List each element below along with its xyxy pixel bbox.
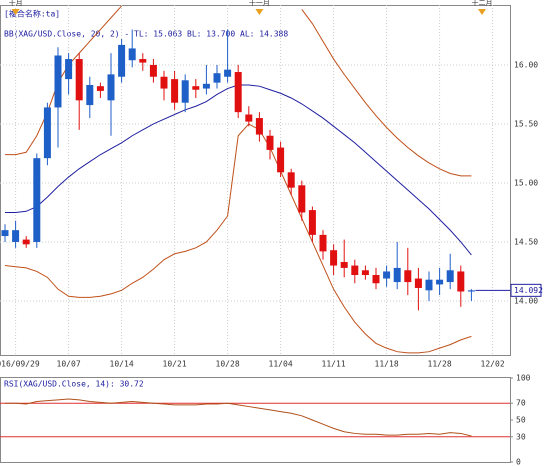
y-tick-label: 14.50 — [514, 237, 538, 246]
x-tick-label: 11/18 — [375, 360, 399, 369]
candle-body — [33, 158, 41, 242]
last-price-label: 14.092 — [514, 286, 543, 295]
candle-body — [1, 230, 9, 237]
x-tick-label: 12/02 — [481, 360, 505, 369]
candle-body — [54, 55, 62, 108]
y-tick-label: 14.00 — [514, 296, 538, 305]
x-tick-label: 11/11 — [322, 360, 346, 369]
y-tick-label: 15.00 — [514, 178, 538, 187]
x-tick-label: 10/07 — [57, 360, 81, 369]
candle-body — [118, 44, 126, 77]
month-label: 十一月 — [249, 0, 270, 7]
title: [複合名称:ta] — [4, 9, 60, 19]
candle-body — [96, 86, 104, 91]
y-tick-label: 15.50 — [514, 119, 538, 128]
candle-body — [446, 270, 454, 283]
candle-body — [383, 271, 391, 279]
candle-body — [414, 278, 422, 288]
candle-body — [171, 79, 179, 103]
candle-body — [372, 274, 380, 284]
x-tick-label: 10/14 — [110, 360, 134, 369]
candle-body — [404, 270, 412, 283]
month-marker — [11, 9, 20, 15]
candle-body — [234, 72, 242, 113]
candle-body — [277, 147, 285, 173]
candle-body — [351, 265, 359, 275]
candle-body — [436, 279, 444, 285]
candle-body — [149, 64, 157, 77]
month-label: 十二月 — [472, 0, 493, 7]
candle-body — [266, 135, 274, 150]
x-tick-label: 10/21 — [163, 360, 187, 369]
candle-body — [22, 239, 30, 245]
candle-body — [128, 48, 136, 61]
x-tick-label: 11/28 — [428, 360, 452, 369]
month-marker — [255, 9, 264, 15]
candle-body — [319, 234, 327, 252]
month-marker — [478, 9, 486, 15]
candle-body — [12, 230, 20, 242]
y-tick-label: 16.00 — [514, 60, 538, 69]
line — [5, 5, 122, 156]
candle-body — [160, 76, 168, 89]
y-tick-label: 70 — [516, 399, 526, 408]
bb-label: BB(XAG/USD.Close, 20, 2) - TL: 15.063 BL… — [4, 30, 288, 39]
y-tick-label: 50 — [516, 416, 526, 425]
candle-body — [425, 279, 433, 291]
candle-body — [192, 86, 200, 90]
candle-body — [298, 185, 306, 213]
x-tick-label: 2016/09/29 — [0, 360, 40, 369]
candle-body — [308, 210, 316, 235]
rsi-label: RSI(XAG/USD.Close, 14): 30.72 — [4, 380, 144, 389]
candle-body — [224, 69, 232, 77]
x-tick-label: 10/28 — [216, 360, 240, 369]
candle-body — [340, 262, 348, 268]
candle-body — [139, 59, 147, 63]
candle-body — [107, 74, 115, 101]
candle-body — [457, 271, 465, 292]
candle-body — [255, 118, 263, 135]
candle-body — [65, 59, 73, 80]
candle-body — [330, 250, 338, 266]
candle-body — [43, 107, 51, 159]
candle-body — [245, 114, 253, 122]
candle-body — [393, 267, 401, 283]
candle-body — [287, 172, 295, 188]
candle-body — [361, 270, 369, 275]
main-frame — [0, 5, 511, 356]
y-tick-label: 0 — [516, 458, 521, 466]
candle-body — [202, 83, 210, 89]
month-label: 十月 — [9, 0, 23, 7]
candle-body — [86, 85, 94, 106]
line — [4, 123, 472, 354]
candle-body — [181, 80, 189, 103]
last-price-box — [510, 283, 542, 297]
candle-body — [213, 73, 221, 83]
y-tick-label: 100 — [516, 374, 531, 383]
line — [5, 398, 472, 437]
candle-body — [75, 59, 83, 101]
candle-body — [467, 290, 475, 292]
y-tick-label: 30 — [516, 432, 526, 441]
line — [301, 9, 472, 177]
x-tick-label: 11/04 — [269, 360, 293, 369]
